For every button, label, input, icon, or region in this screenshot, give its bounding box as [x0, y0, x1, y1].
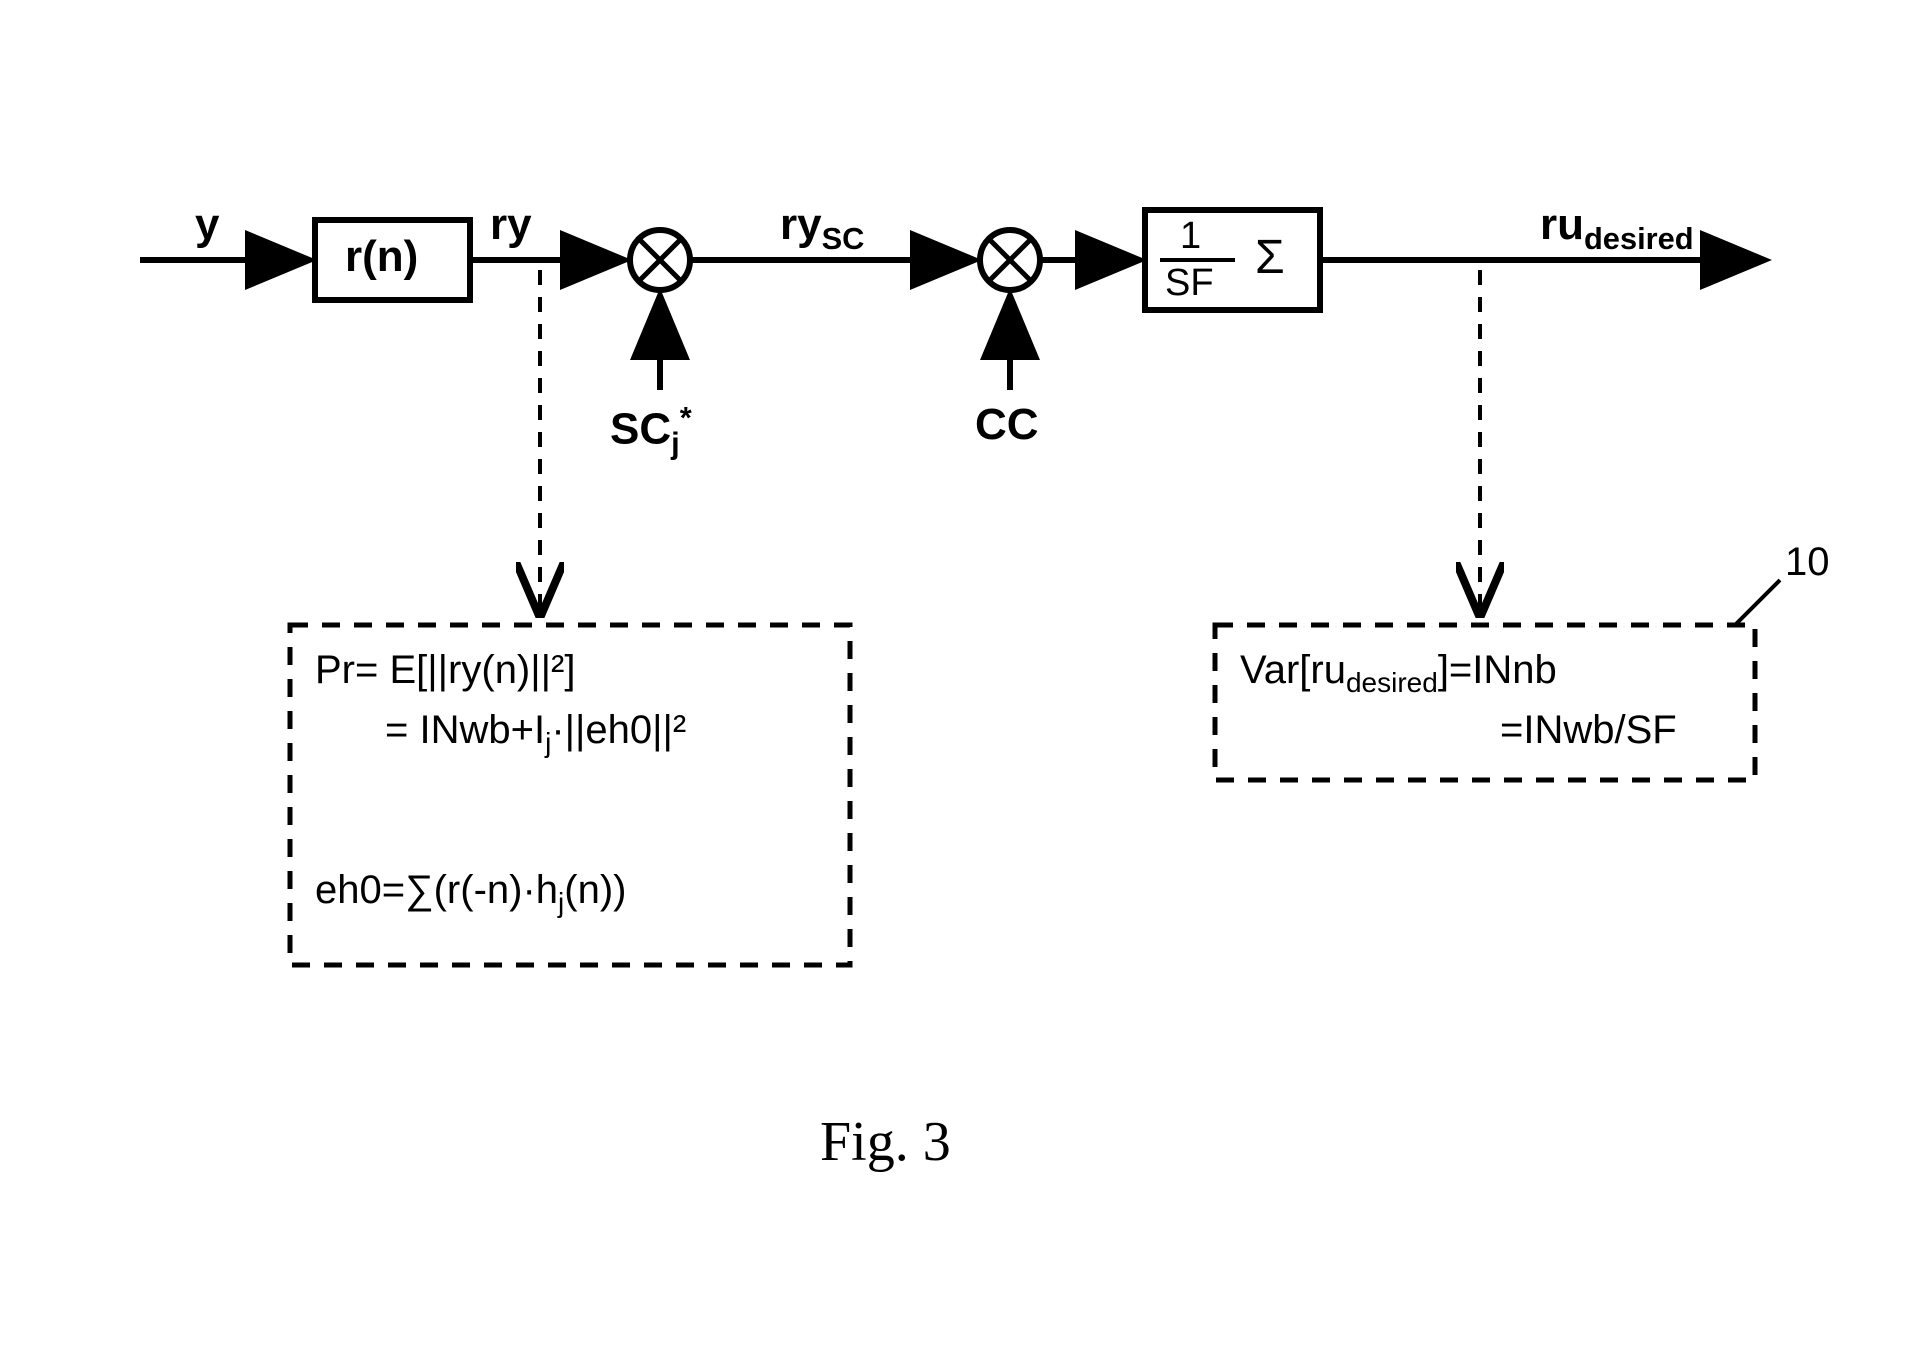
sum-num: 1 [1180, 215, 1201, 258]
mult1-input-label: SCj* [610, 400, 692, 461]
mult2-input-label: CC [975, 400, 1039, 450]
figure-caption: Fig. 3 [820, 1110, 951, 1174]
signal-output: rudesired [1540, 200, 1694, 257]
eq1-line1: Pr= E[||ry(n)||²] [315, 640, 575, 700]
filter-label: r(n) [345, 232, 418, 282]
signal-rysc: rySC [780, 200, 864, 257]
sum-denom: SF [1165, 262, 1214, 305]
eq1-line3: eh0=∑(r(-n)·hj(n)) [315, 860, 626, 924]
callout-ref: 10 [1785, 540, 1830, 585]
signal-y: y [195, 200, 219, 250]
eq2-line1: Var[rudesired]=INnb [1240, 640, 1557, 704]
eq2-line2: =INwb/SF [1500, 700, 1677, 760]
eq1-line2: = INwb+Ij·||eh0||² [385, 700, 686, 764]
sum-sigma: Σ [1255, 230, 1285, 285]
signal-ry: ry [490, 200, 532, 250]
